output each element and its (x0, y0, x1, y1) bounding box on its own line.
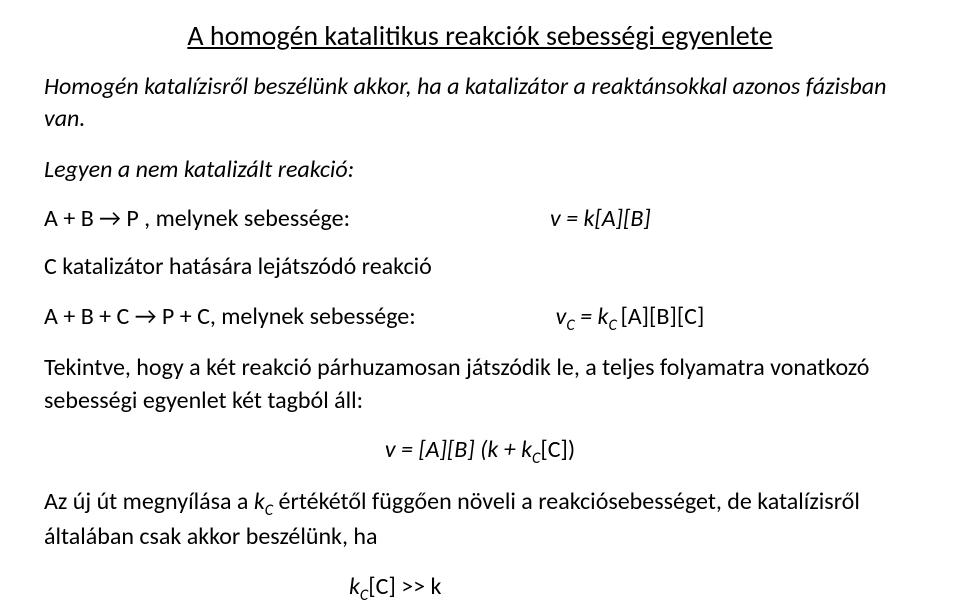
noncatalyzed-intro: Legyen a nem katalizált reakció: (44, 154, 916, 186)
r2-sub2: C (608, 315, 620, 334)
catalyst-line: C katalizátor hatására lejátszódó reakci… (44, 251, 916, 283)
r2-suffix: [A][B][C] (620, 302, 704, 331)
reaction-1-equation: A + B → P , melynek sebessége: (44, 204, 350, 233)
reaction-1-row: A + B → P , melynek sebessége: v = k[A][… (44, 204, 916, 233)
conclusion-k: k (254, 487, 265, 516)
reaction-2-equation: A + B + C → P + C, melynek sebessége: (44, 302, 416, 331)
conclusion-prefix: Az új út megnyílása a (44, 487, 254, 516)
r2-mid: = k (575, 302, 609, 331)
combined-suffix: [C]) (540, 435, 575, 464)
intro-paragraph: Homogén katalízisről beszélünk akkor, ha… (44, 71, 916, 136)
combined-prefix: v = [A][B] (k + k (385, 435, 532, 464)
conclusion-paragraph: Az új út megnyílása a kC értékétől függő… (44, 486, 916, 554)
final-mid: [C] >> k (368, 572, 441, 601)
reaction-2-row: A + B + C → P + C, melynek sebessége: vC… (44, 302, 916, 335)
final-relation: kC[C] >> k (44, 572, 916, 605)
page-title: A homogén katalitikus reakciók sebességi… (44, 18, 916, 53)
final-k1: k (349, 572, 360, 601)
combined-rate: v = [A][B] (k + kC[C]) (44, 435, 916, 468)
r2-sub1: C (566, 315, 574, 334)
r2-v: v (556, 302, 567, 331)
consider-paragraph: Tekintve, hogy a két reakció párhuzamosa… (44, 352, 916, 417)
reaction-2-rate: vC = kC [A][B][C] (416, 302, 916, 335)
conclusion-sub: C (265, 501, 273, 520)
reaction-1-rate: v = k[A][B] (350, 204, 916, 233)
